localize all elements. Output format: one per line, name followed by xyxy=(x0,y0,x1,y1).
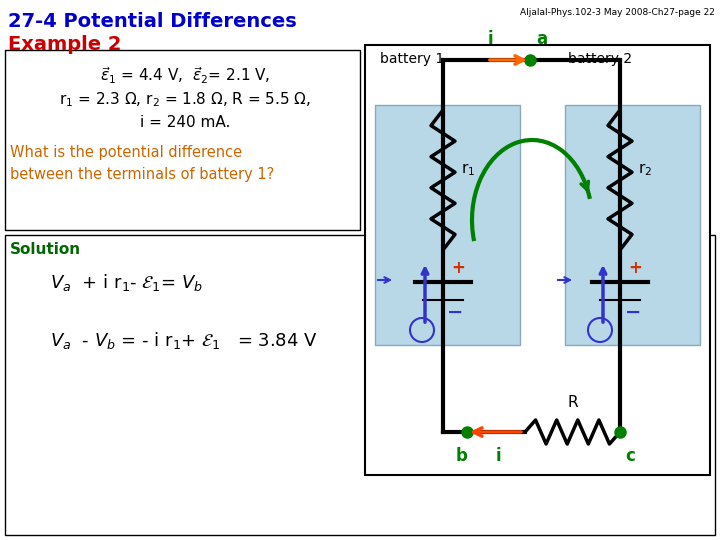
Bar xyxy=(375,105,520,345)
Text: r$_1$ = 2.3 $\Omega$, r$_2$ = 1.8 $\Omega$, R = 5.5 $\Omega$,: r$_1$ = 2.3 $\Omega$, r$_2$ = 1.8 $\Omeg… xyxy=(59,90,311,109)
Text: r$_2$: r$_2$ xyxy=(638,161,652,178)
Text: i: i xyxy=(495,447,501,465)
Text: +: + xyxy=(451,259,465,277)
Text: c: c xyxy=(625,447,635,465)
Bar xyxy=(5,235,715,535)
Text: battery 1: battery 1 xyxy=(380,52,444,66)
Text: i = 240 mA.: i = 240 mA. xyxy=(140,115,230,130)
Text: $V_a$  + i r$_1$- $\mathcal{E}_1$= $V_b$: $V_a$ + i r$_1$- $\mathcal{E}_1$= $V_b$ xyxy=(50,272,203,293)
Bar xyxy=(5,50,360,230)
Text: 27-4 Potential Differences: 27-4 Potential Differences xyxy=(8,12,297,31)
Text: +: + xyxy=(628,259,642,277)
Bar xyxy=(565,105,700,345)
Text: What is the potential difference
between the terminals of battery 1?: What is the potential difference between… xyxy=(10,145,274,182)
Text: Example 2: Example 2 xyxy=(8,35,122,54)
Text: $V_a$  - $V_b$ = - i r$_1$+ $\mathcal{E}_1$   = 3.84 V: $V_a$ - $V_b$ = - i r$_1$+ $\mathcal{E}_… xyxy=(50,330,318,351)
Text: Solution: Solution xyxy=(10,242,81,257)
Text: −: − xyxy=(625,302,642,321)
Text: R: R xyxy=(567,395,578,410)
Text: b: b xyxy=(456,447,468,465)
Text: r$_1$: r$_1$ xyxy=(461,161,475,178)
Text: $\vec{\varepsilon}_1$ = 4.4 V,  $\vec{\varepsilon}_2$= 2.1 V,: $\vec{\varepsilon}_1$ = 4.4 V, $\vec{\va… xyxy=(100,65,270,86)
Text: a: a xyxy=(536,30,547,48)
Text: −: − xyxy=(447,302,463,321)
Bar xyxy=(365,45,710,475)
Text: i: i xyxy=(487,30,492,48)
Text: battery 2: battery 2 xyxy=(568,52,632,66)
Text: Aljalal-Phys.102-3 May 2008-Ch27-page 22: Aljalal-Phys.102-3 May 2008-Ch27-page 22 xyxy=(520,8,715,17)
